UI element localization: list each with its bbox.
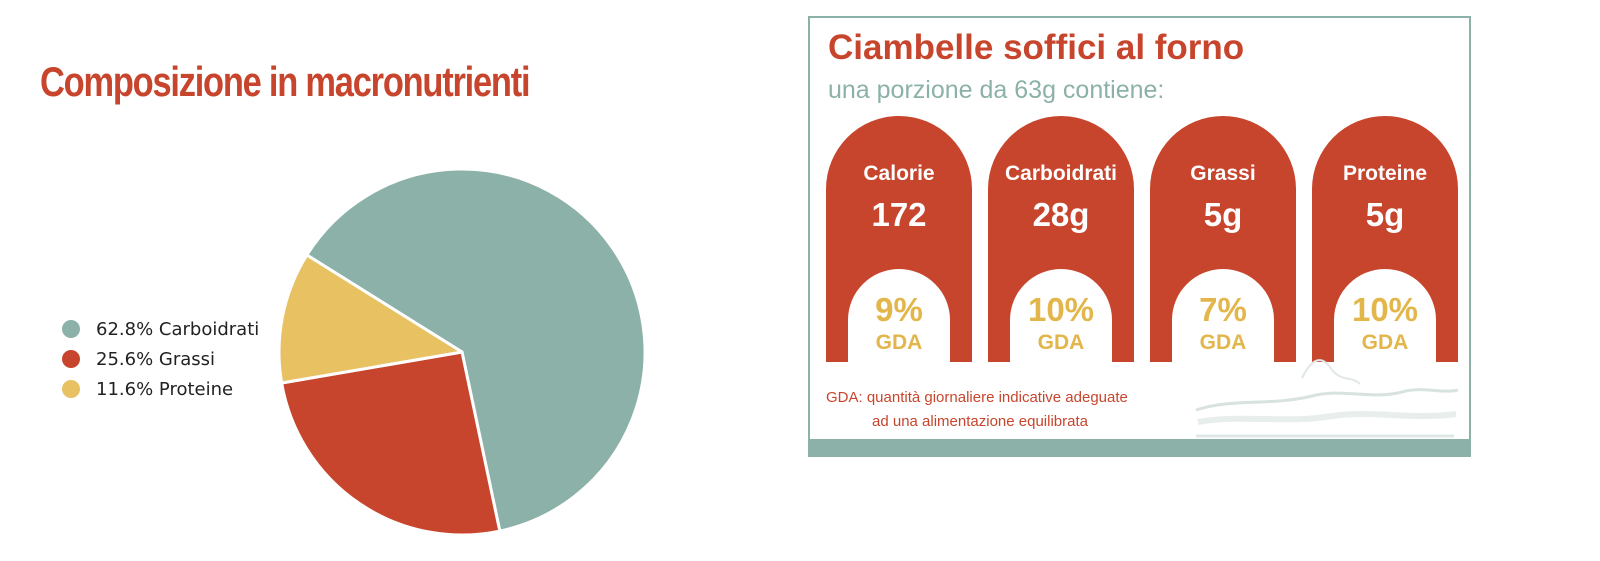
- gda-bubble: 10% GDA: [1010, 269, 1112, 362]
- gda-note-line: GDA: quantità giornaliere indicative ade…: [826, 389, 1128, 406]
- gda-label: GDA: [1037, 331, 1085, 354]
- gda-label: GDA: [1199, 331, 1247, 354]
- legend-item-carboidrati: 62.8% Carboidrati: [62, 314, 259, 344]
- product-title: Ciambelle soffici al forno: [828, 28, 1245, 67]
- gda-bubble: 9% GDA: [848, 269, 950, 362]
- nutrient-name: Proteine: [1342, 162, 1428, 185]
- nutrient-pill-grassi: Grassi 5g 7% GDA: [1150, 116, 1296, 362]
- nutrient-pill-proteine: Proteine 5g 10% GDA: [1312, 116, 1458, 362]
- pie-slice-0: [305, 167, 647, 533]
- nutrient-pill-calorie: Calorie 172 9% GDA: [826, 116, 972, 362]
- legend-item-proteine: 11.6% Proteine: [62, 374, 259, 404]
- gda-percent: 9%: [875, 291, 923, 328]
- nutrient-pill-carboidrati: Carboidrati 28g 10% GDA: [988, 116, 1134, 362]
- pie-chart: [277, 167, 647, 537]
- gda-percent: 7%: [1199, 291, 1247, 328]
- nutrient-value: 5g: [1203, 196, 1243, 233]
- nutrient-name: Carboidrati: [1004, 162, 1117, 185]
- gda-note-line: ad una alimentazione equilibrata: [872, 413, 1088, 430]
- legend-dot-icon: [62, 380, 80, 398]
- gda-percent: 10%: [1351, 291, 1419, 328]
- gda-percent: 10%: [1027, 291, 1095, 328]
- nutrient-pills: Calorie 172 9% GDA Carboidrati 28g 10% G…: [826, 116, 1466, 366]
- nutrition-label-card: Ciambelle soffici al forno una porzione …: [808, 16, 1471, 457]
- legend-dot-icon: [62, 350, 80, 368]
- legend-item-grassi: 25.6% Grassi: [62, 344, 259, 374]
- gda-label: GDA: [875, 331, 923, 354]
- bottom-band: [810, 439, 1469, 455]
- nutrient-name: Grassi: [1190, 162, 1256, 185]
- legend-dot-icon: [62, 320, 80, 338]
- portion-subtitle: una porzione da 63g contiene:: [828, 76, 1165, 104]
- gda-bubble: 7% GDA: [1172, 269, 1274, 362]
- logo-scribble-icon: [1195, 359, 1459, 438]
- pie-slice-2: [277, 253, 464, 385]
- nutrient-value: 28g: [1032, 196, 1090, 233]
- legend-label: 11.6% Proteine: [96, 378, 234, 400]
- gda-bubble: 10% GDA: [1334, 269, 1436, 362]
- nutrient-name: Calorie: [863, 162, 935, 185]
- nutrient-value: 5g: [1365, 196, 1405, 233]
- nutrient-value: 172: [871, 196, 927, 233]
- legend-label: 25.6% Grassi: [96, 348, 216, 370]
- legend-label: 62.8% Carboidrati: [96, 318, 260, 340]
- pie-slice-1: [280, 350, 502, 537]
- gda-footnote: GDA: quantità giornaliere indicative ade…: [826, 386, 1206, 434]
- chart-title: Composizione in macronutrienti: [40, 58, 531, 105]
- gda-label: GDA: [1361, 331, 1409, 354]
- chart-legend: 62.8% Carboidrati 25.6% Grassi 11.6% Pro…: [62, 314, 259, 404]
